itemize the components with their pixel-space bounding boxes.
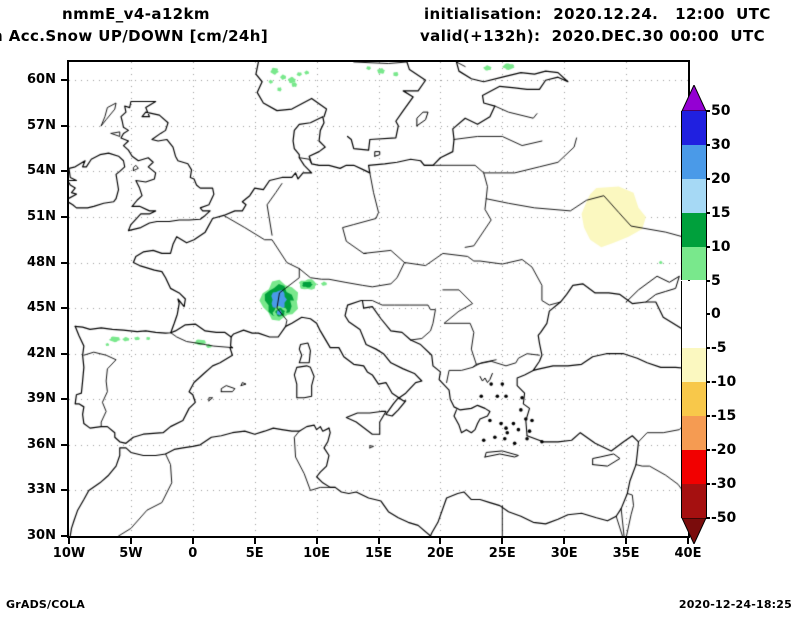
field-name-label: n Acc.Snow UP/DOWN [cm/24h] [0, 27, 269, 45]
colorbar-tick-mark [706, 177, 710, 180]
colorbar-tick-mark [706, 482, 710, 485]
colorbar-tick-mark [706, 211, 710, 214]
map-plot-area[interactable] [67, 60, 690, 538]
lon-tick-mark [563, 538, 566, 544]
colorbar-band [681, 416, 707, 450]
lat-tick-mark [61, 443, 67, 446]
lon-tick-mark [253, 538, 256, 544]
lat-tick-label: 48N [27, 254, 56, 270]
colorbar-tick-label: -15 [711, 408, 737, 425]
lat-tick-mark [61, 261, 67, 264]
lon-tick-mark [377, 538, 380, 544]
colorbar-band-min [681, 517, 707, 545]
lon-tick-label: 5E [245, 546, 264, 561]
lon-tick-label: 15E [365, 546, 392, 561]
colorbar-band [681, 314, 707, 349]
lat-tick-mark [61, 124, 67, 127]
lon-tick-mark [501, 538, 504, 544]
lon-tick-mark [687, 538, 689, 544]
lon-tick-label: 10E [303, 546, 331, 561]
lat-tick-mark [61, 535, 67, 537]
lat-tick-mark [61, 215, 67, 218]
lat-tick-label: 45N [27, 300, 56, 316]
lon-tick-label: 10W [52, 546, 86, 561]
valid-time-label: valid(+132h): 2020.DEC.30 00:00 UTC [420, 27, 765, 45]
colorbar-tick-mark [706, 279, 710, 282]
colorbar-tick-label: 15 [711, 204, 731, 221]
colorbar-tick-mark [706, 415, 710, 418]
footer-credit: GrADS/COLA [6, 598, 85, 611]
colorbar-tick-label: -5 [711, 340, 727, 357]
lat-tick-mark [61, 79, 67, 82]
colorbar-tick-label: 5 [711, 272, 721, 289]
weather-map-icon [69, 62, 688, 536]
lon-tick-mark [191, 538, 194, 544]
lat-tick-label: 42N [27, 345, 56, 361]
lon-tick-mark [315, 538, 318, 544]
lat-tick-mark [61, 352, 67, 355]
colorbar-tick-mark [706, 516, 710, 519]
lat-tick-label: 51N [27, 208, 56, 224]
initialisation-label: initialisation: 2020.12.24. 12:00 UTC [424, 5, 771, 23]
lon-tick-mark [625, 538, 628, 544]
colorbar-band [681, 144, 707, 179]
lat-tick-label: 33N [27, 482, 56, 498]
colorbar-band [681, 111, 707, 145]
colorbar-tick-mark [706, 347, 710, 350]
colorbar-band [681, 382, 707, 417]
colorbar-tick-label: 10 [711, 238, 731, 255]
colorbar-tick-mark [706, 110, 710, 112]
colorbar-tick-mark [706, 143, 710, 146]
lat-tick-mark [61, 170, 67, 173]
colorbar-band [681, 348, 707, 383]
lat-tick-mark [61, 398, 67, 401]
colorbar-tick-label: 20 [711, 170, 731, 187]
lat-tick-mark [61, 307, 67, 310]
colorbar-tick-label: 0 [711, 306, 721, 323]
lon-tick-label: 5W [119, 546, 143, 561]
colorbar-band [681, 212, 707, 247]
header: nmmE_v4-a12km n Acc.Snow UP/DOWN [cm/24h… [0, 0, 800, 52]
lon-tick-mark [439, 538, 442, 544]
footer-timestamp: 2020-12-24-18:25 [678, 598, 792, 611]
colorbar-tick-label: 50 [711, 103, 731, 119]
lon-tick-label: 35E [612, 546, 640, 561]
colorbar-tick-mark [706, 449, 710, 451]
colorbar-tick-mark [706, 313, 710, 316]
colorbar-tick-label: -30 [711, 475, 737, 492]
colorbar-tick-label: -20 [711, 442, 737, 458]
lon-tick-label: 30E [550, 546, 578, 561]
lon-tick-mark [68, 538, 70, 544]
colorbar-tick-mark [706, 245, 710, 248]
colorbar-icon[interactable]: 50 30 20 15 10 5 0 -5 -10 -15 -20 -30 -50 [681, 60, 736, 545]
lat-tick-mark [61, 489, 67, 492]
colorbar-band [681, 178, 707, 213]
lat-tick-label: 57N [27, 117, 56, 133]
lon-tick-label: 0 [188, 546, 198, 561]
lon-tick-label: 20E [426, 546, 454, 561]
lat-tick-label: 39N [27, 391, 56, 407]
colorbar-band [681, 280, 707, 315]
colorbar-tick-label: 30 [711, 136, 731, 153]
colorbar-tick-label: -10 [711, 374, 737, 391]
colorbar-band [681, 246, 707, 281]
lon-tick-label: 25E [488, 546, 516, 561]
lat-tick-label: 60N [27, 72, 56, 88]
lon-tick-label: 40E [674, 546, 702, 561]
colorbar-tick-label: -50 [711, 509, 737, 526]
lat-tick-label: 54N [27, 163, 56, 179]
lon-tick-mark [129, 538, 132, 544]
colorbar-band [681, 450, 707, 484]
model-name-label: nmmE_v4-a12km [62, 5, 210, 23]
colorbar-band-max [681, 83, 707, 112]
colorbar-tick-mark [706, 381, 710, 384]
lat-tick-label: 36N [27, 436, 56, 452]
colorbar-band [681, 483, 707, 518]
lat-tick-label: 30N [27, 528, 56, 543]
